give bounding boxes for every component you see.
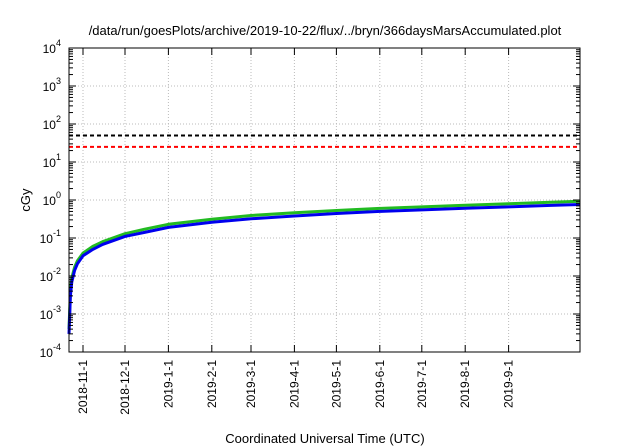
y-tick-label: 100 bbox=[43, 190, 61, 208]
x-tick-label: 2019-1-1 bbox=[161, 360, 175, 408]
x-tick-label: 2019-4-1 bbox=[287, 360, 301, 408]
y-tick-label: 104 bbox=[43, 38, 61, 56]
x-axis: 2018-11-1 2018-12-1 2019-1-1 2019-2-1 2019-3… bbox=[76, 48, 516, 415]
x-tick-label: 2019-8-1 bbox=[458, 360, 472, 408]
y-tick-label: 10-1 bbox=[40, 228, 61, 246]
chart-title: /data/run/goesPlots/archive/2019-10-22/f… bbox=[89, 23, 562, 38]
y-tick-label: 10-4 bbox=[40, 342, 61, 360]
series-line bbox=[67, 203, 581, 334]
x-tick-label: 2019-7-1 bbox=[415, 360, 429, 408]
y-tick-label: 10-3 bbox=[40, 304, 61, 322]
y-axis-label: cGy bbox=[18, 188, 33, 212]
x-axis-label: Coordinated Universal Time (UTC) bbox=[225, 431, 424, 446]
x-tick-label: 2018-11-1 bbox=[76, 360, 90, 414]
x-tick-label: 2018-12-1 bbox=[118, 360, 132, 415]
x-tick-label: 2019-6-1 bbox=[373, 360, 387, 408]
x-tick-label: 2019-9-1 bbox=[502, 360, 516, 408]
y-tick-label: 101 bbox=[43, 152, 61, 170]
reference-lines bbox=[69, 134, 580, 148]
y-tick-label: 103 bbox=[43, 76, 61, 94]
x-tick-label: 2019-5-1 bbox=[329, 360, 343, 408]
x-tick-label: 2019-2-1 bbox=[205, 360, 219, 408]
y-tick-label: 102 bbox=[43, 114, 61, 132]
x-tick-label: 2019-3-1 bbox=[244, 360, 258, 408]
grid bbox=[69, 48, 580, 352]
series-lines bbox=[67, 199, 581, 334]
series-line bbox=[67, 199, 581, 330]
y-tick-label: 10-2 bbox=[40, 266, 61, 284]
